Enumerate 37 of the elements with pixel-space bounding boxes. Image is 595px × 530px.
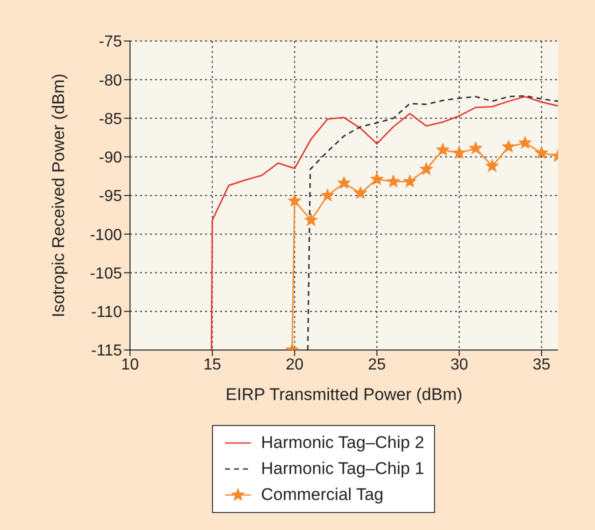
point	[436, 143, 449, 156]
point	[354, 186, 367, 199]
legend-label: Commercial Tag	[261, 485, 384, 505]
point	[535, 146, 548, 158]
point	[453, 146, 466, 158]
x-axis-title: EIRP Transmitted Power (dBm)	[226, 385, 462, 404]
legend-label: Harmonic Tag–Chip 1	[261, 459, 424, 479]
point	[502, 140, 515, 152]
x-tick-label: 10	[121, 356, 139, 374]
x-tick-label: 25	[368, 356, 386, 374]
y-axis-title: Isotropic Received Power (dBm)	[49, 74, 68, 318]
y-tick-label: -85	[98, 110, 122, 128]
point	[321, 189, 334, 201]
y-tick-label: -105	[90, 265, 122, 282]
point	[387, 175, 400, 187]
x-tick-label: 15	[203, 356, 222, 374]
y-tick-label: -110	[91, 304, 122, 322]
y-tick-label: -80	[98, 72, 122, 90]
line-series	[210, 96, 558, 350]
point	[288, 194, 301, 206]
point	[370, 172, 384, 185]
point	[486, 160, 498, 172]
y-tick-label: -95	[98, 188, 122, 206]
y-tick-label: -75	[98, 34, 122, 51]
legend-label: Harmonic Tag–Chip 2	[261, 433, 424, 453]
point	[404, 175, 416, 187]
x-tick-label: 35	[532, 356, 551, 374]
y-tick-label: -90	[98, 150, 122, 167]
point	[304, 214, 318, 226]
point	[420, 162, 433, 175]
point	[338, 176, 350, 188]
x-tick-label: 20	[286, 356, 304, 374]
point	[469, 142, 482, 154]
y-tick-label: -100	[90, 226, 122, 244]
point	[518, 136, 532, 148]
x-tick-label: 30	[450, 356, 468, 374]
y-tick-label: -115	[91, 342, 122, 360]
